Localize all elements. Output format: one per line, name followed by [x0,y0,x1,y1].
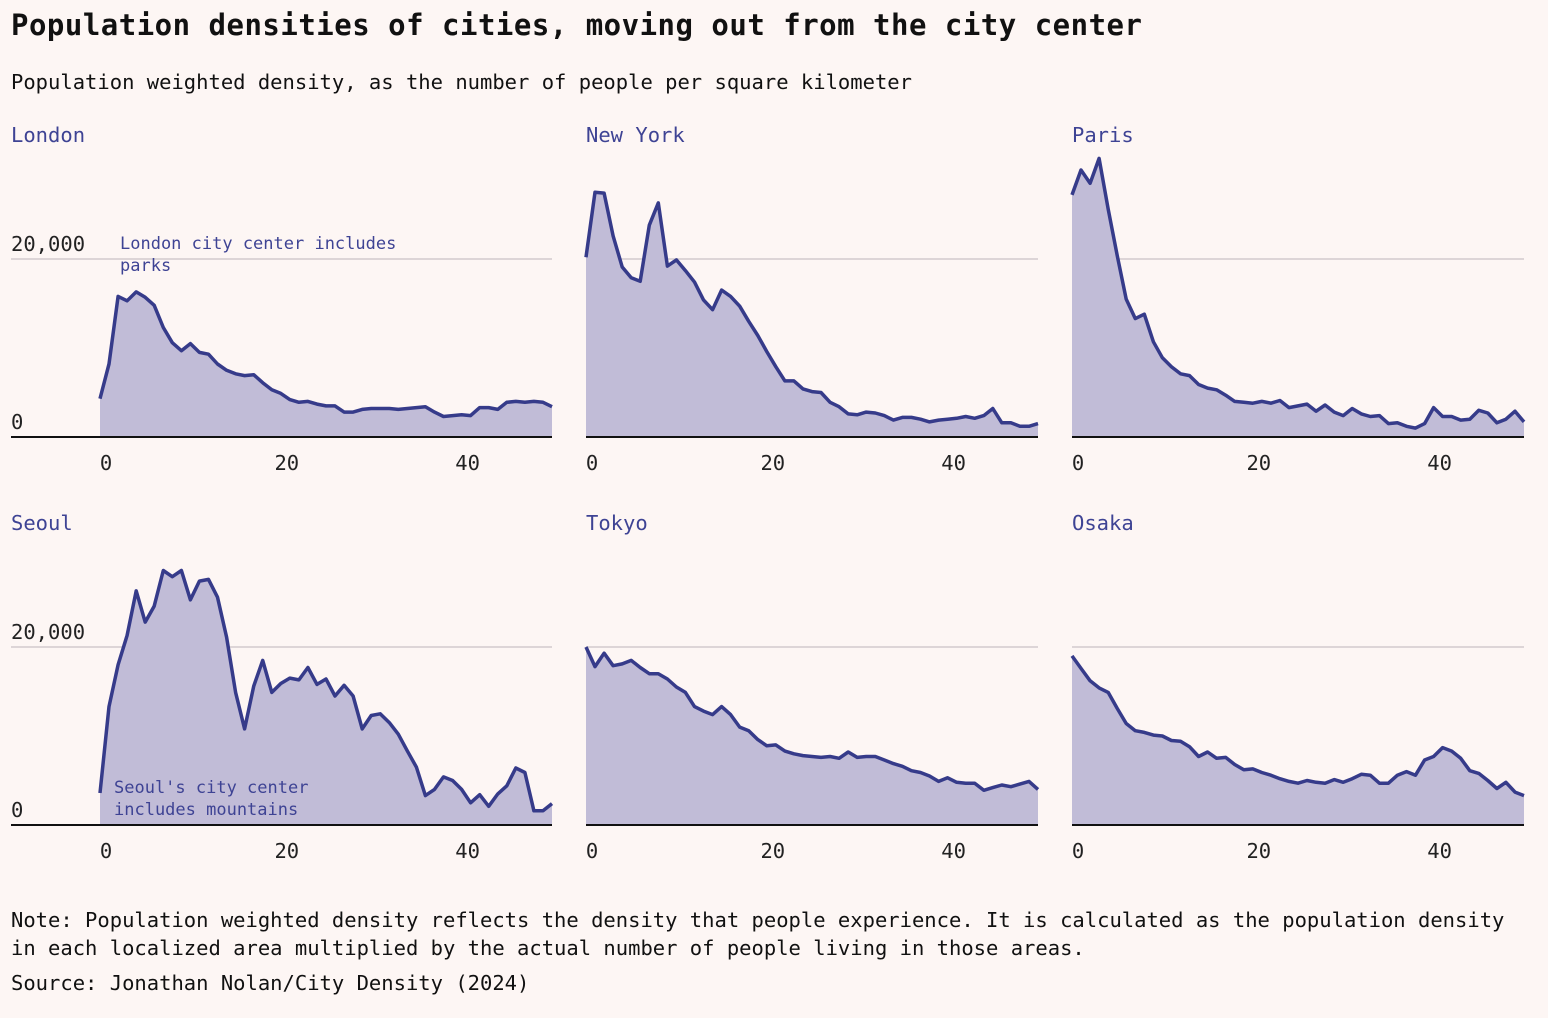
x-tick-label-0: 0 [1072,451,1084,475]
area-fill-osaka [1072,655,1524,825]
panel-title-new-york: New York [586,123,685,147]
x-tick-label-20: 20 [274,839,299,863]
y-tick-label-20000: 20,000 [11,620,85,644]
footnote: Note: Population weighted density reflec… [11,908,1505,960]
source-credit: Source: Jonathan Nolan/City Density (202… [11,971,530,995]
x-tick-label-40: 40 [455,839,480,863]
area-fill-seoul [100,570,552,825]
annotation-london: London city center includes parks [120,234,396,276]
density-line-paris [1070,156,1526,430]
x-tick-label-20: 20 [1246,451,1271,475]
density-line-osaka [1070,654,1525,798]
panel-title-paris: Paris [1072,123,1134,147]
x-tick-label-0: 0 [586,839,598,863]
annotation-seoul: Seoul's city center includes mountains [114,778,308,820]
panel-tokyo: Tokyo 0 20 40 [584,511,1040,863]
area-fill-new-york [586,192,1038,437]
x-tick-label-40: 40 [941,451,966,475]
x-tick-label-40: 40 [1427,451,1452,475]
x-tick-label-40: 40 [455,451,480,475]
panel-london: London 0 20,000 0 20 40 London city center inc… [11,123,553,475]
area-fill-london [100,291,552,437]
panel-new-york: New York 0 20 40 [584,123,1039,475]
x-tick-label-40: 40 [1427,839,1452,863]
panel-title-london: London [11,123,85,147]
x-tick-label-0: 0 [100,451,112,475]
density-line-new-york [584,190,1039,429]
panel-paris: Paris 0 20 40 [1070,123,1526,475]
density-line-tokyo [584,646,1040,793]
x-tick-label-0: 0 [100,839,112,863]
x-tick-label-20: 20 [1246,839,1271,863]
chart-title: Population densities of cities, moving o… [11,8,1143,42]
x-tick-label-20: 20 [760,451,785,475]
density-line-london [98,290,553,419]
panel-title-tokyo: Tokyo [586,511,648,535]
area-fill-paris [1072,158,1524,437]
chart-subtitle: Population weighted density, as the numb… [11,70,912,94]
x-tick-label-0: 0 [586,451,598,475]
x-tick-label-20: 20 [274,451,299,475]
panel-seoul: Seoul 0 20,000 0 20 40 Seoul's city center incl… [11,511,554,863]
y-tick-label-0: 0 [11,410,23,434]
area-fill-tokyo [586,647,1038,825]
y-tick-label-20000: 20,000 [11,232,85,256]
panel-title-seoul: Seoul [11,511,73,535]
x-tick-label-40: 40 [941,839,966,863]
density-line-seoul [98,568,554,813]
y-tick-label-0: 0 [11,798,23,822]
panel-title-osaka: Osaka [1072,511,1134,535]
x-tick-label-0: 0 [1072,839,1084,863]
x-tick-label-20: 20 [760,839,785,863]
panel-osaka: Osaka 0 20 40 [1070,511,1525,863]
